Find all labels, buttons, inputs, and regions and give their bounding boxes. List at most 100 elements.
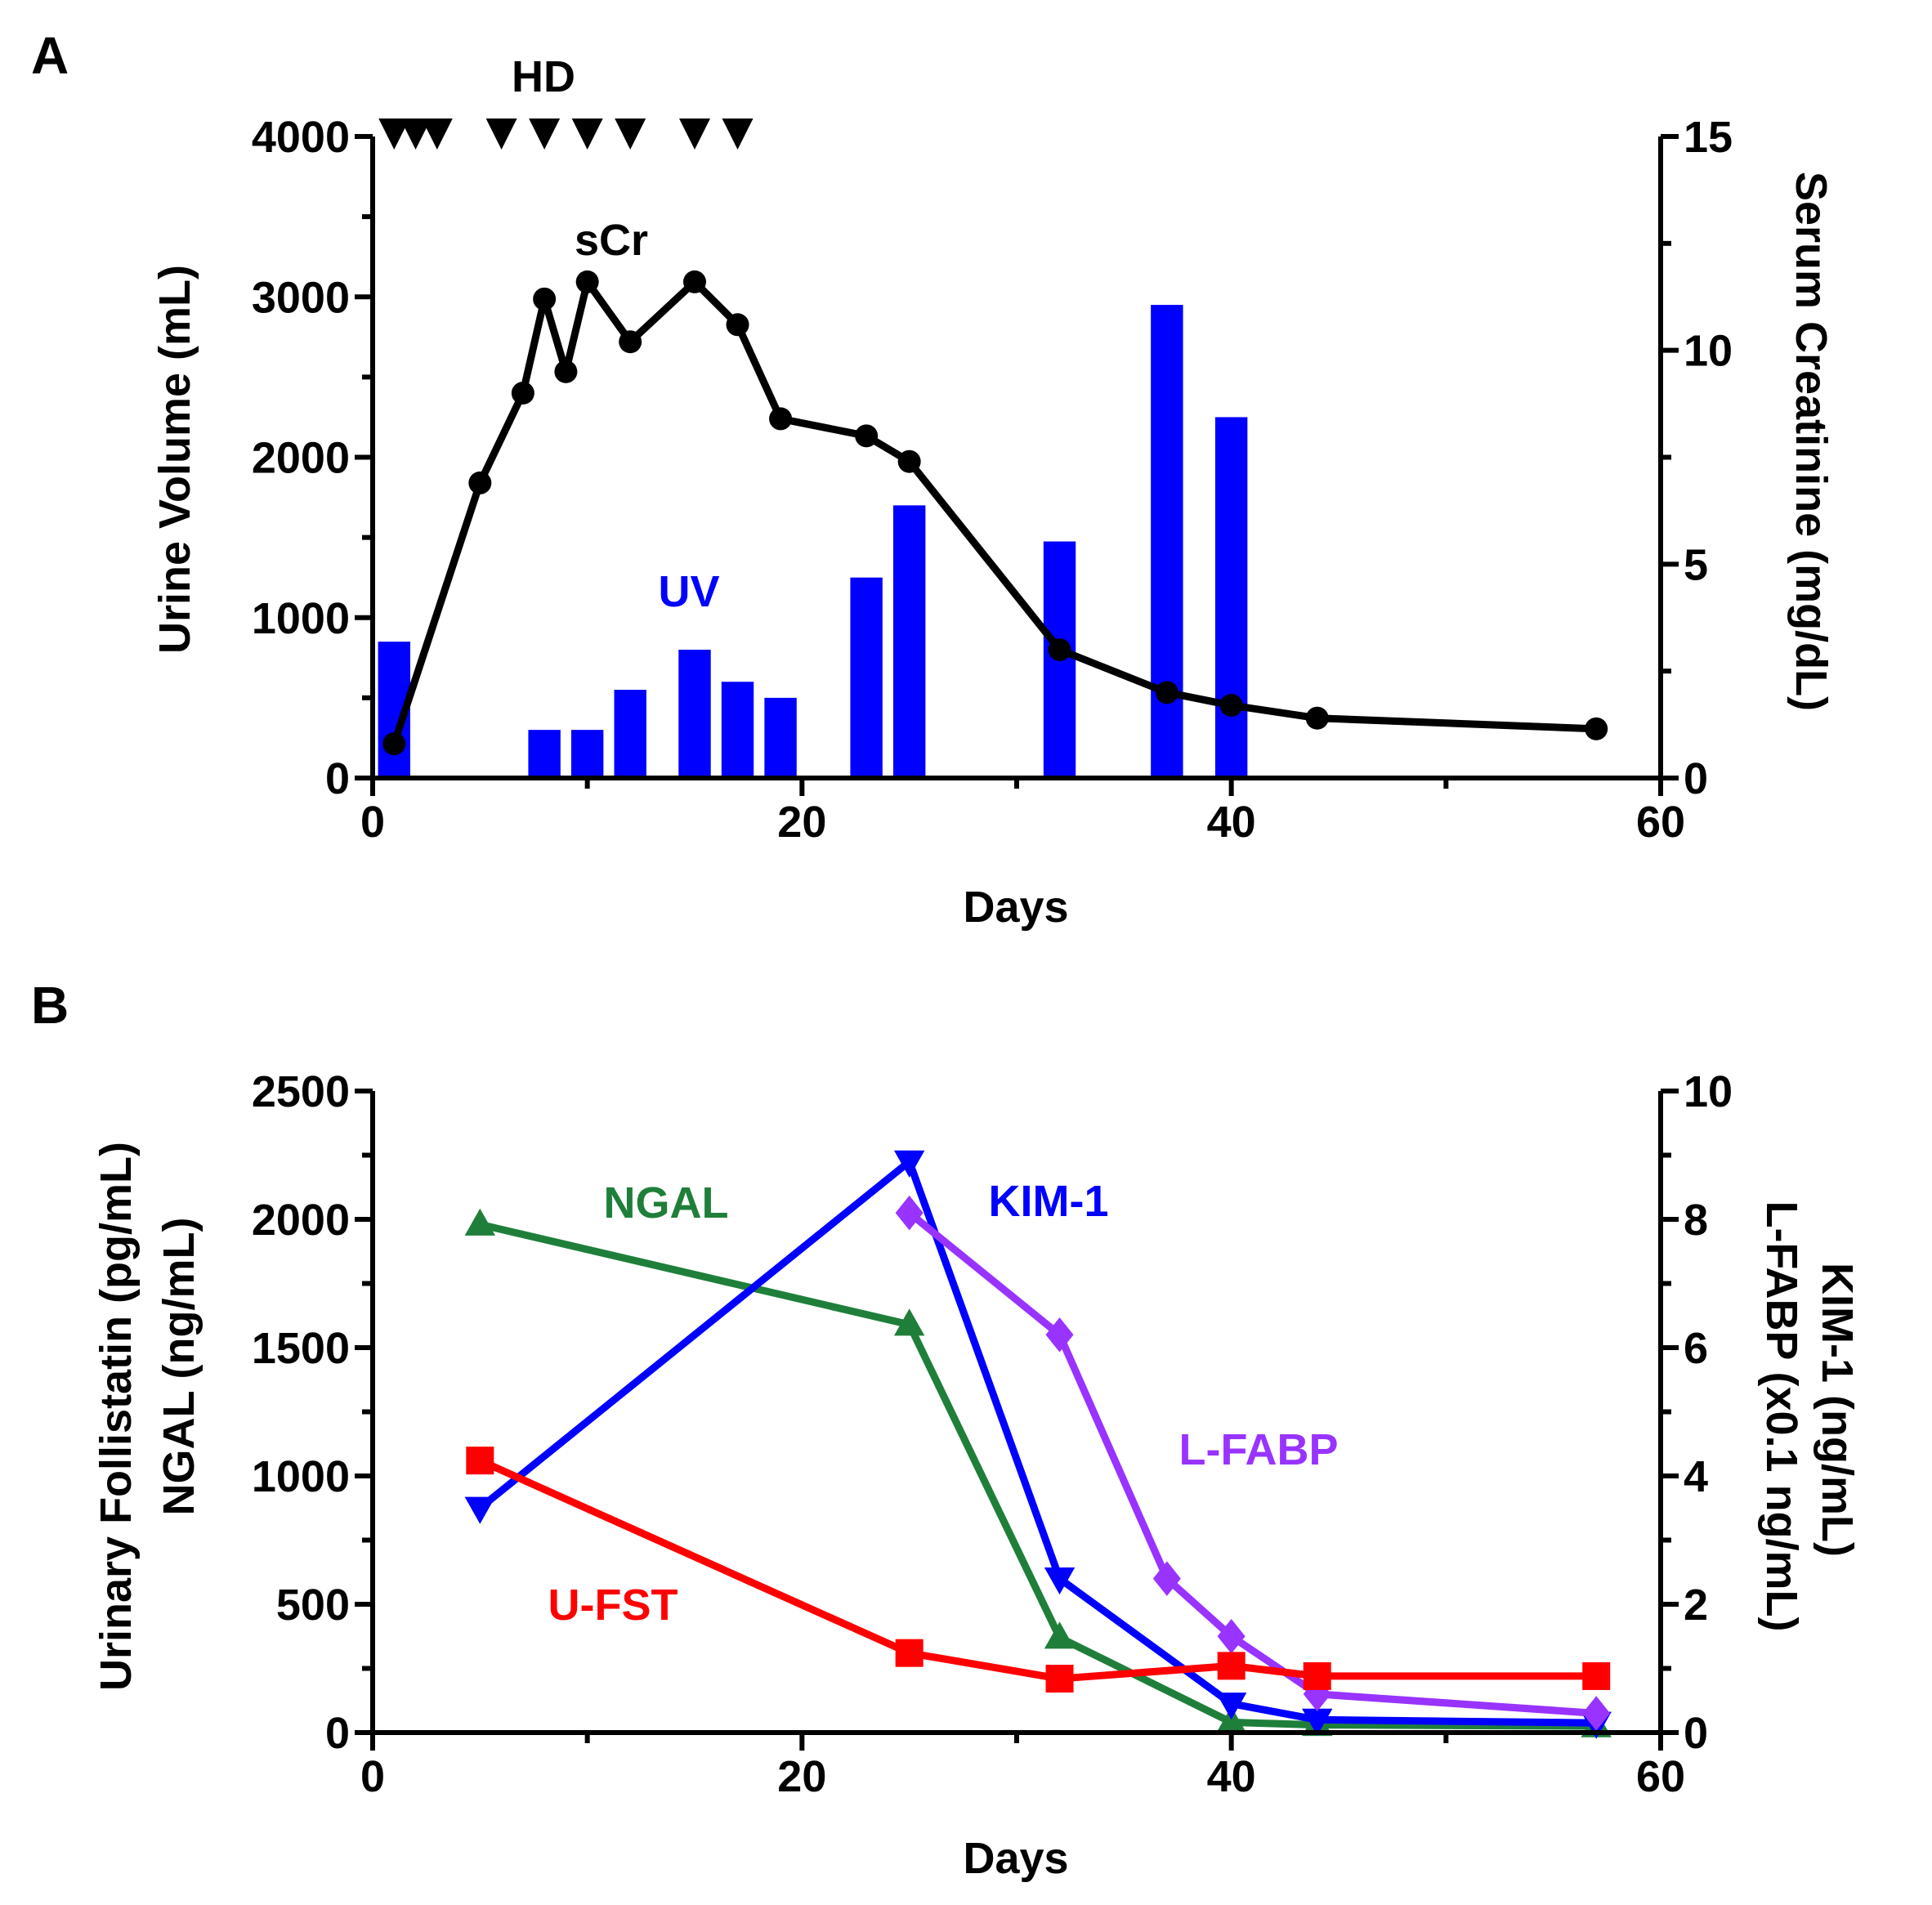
scr-point (1219, 694, 1243, 718)
panel-a-x-tick-label: 40 (1207, 798, 1256, 847)
panel-b-y-left-tick-label: 0 (325, 1709, 350, 1758)
uv-bar (528, 730, 561, 778)
lfabp-point (1045, 1317, 1074, 1353)
panel-b-y-right-title-1: KIM-1 (ng/mL) (1813, 1263, 1862, 1557)
panel-b-y-right-tick-label: 0 (1684, 1709, 1708, 1758)
kim1-series-label: KIM-1 (989, 1177, 1109, 1226)
scr-point (575, 270, 599, 293)
ufst-point (466, 1447, 494, 1475)
uv-bar (892, 505, 926, 778)
uv-bar (1151, 305, 1183, 778)
panel-a-x-tick-label: 20 (777, 798, 826, 847)
hd-marker (615, 119, 646, 150)
panel-b-label: B (31, 976, 69, 1035)
panel-a-y-left-tick-label: 2000 (252, 434, 350, 483)
ufst-line (478, 1457, 1597, 1683)
kim1-line (477, 1157, 1597, 1727)
panel-b-y-right-title-2: L-FABP (x0.1 ng/mL) (1757, 1201, 1806, 1631)
scr-point (1155, 681, 1178, 704)
scr-point (511, 382, 534, 405)
panel-a-y-right-tick-label: 0 (1684, 754, 1708, 803)
hd-markers (378, 119, 754, 150)
lfabp-point (1152, 1561, 1181, 1596)
panel-a-y-left-tick-label: 4000 (252, 113, 350, 162)
scr-point (382, 732, 406, 756)
scr-line (382, 270, 1608, 756)
panel-b-x-tick-label: 20 (777, 1752, 826, 1801)
panel-b-y-left-tick-label: 1500 (252, 1324, 350, 1373)
hd-marker (571, 119, 603, 150)
panel-b-y-left-title-1: Urinary Follistatin (pg/mL) (92, 1142, 141, 1691)
lfabp-point (1582, 1696, 1611, 1731)
ufst-point (1582, 1661, 1611, 1690)
ufst-point (1303, 1661, 1331, 1690)
scr-point (897, 449, 921, 473)
kim1-point (1215, 1693, 1247, 1720)
scr-point (619, 330, 642, 354)
panel-a-y-right-title: Serum Creatinine (mg/dL) (1787, 172, 1836, 711)
kim1-point (893, 1150, 925, 1178)
uv-bar (570, 730, 604, 778)
ufst-point (1045, 1665, 1074, 1693)
lfabp-series-label: L-FABP (1179, 1425, 1339, 1474)
hd-marker (421, 119, 453, 150)
scr-point (533, 287, 557, 311)
panel-a-y-left-tick-label: 3000 (252, 273, 350, 322)
panel-b-x-tick-label: 40 (1207, 1752, 1256, 1801)
kim1-point (1044, 1567, 1076, 1595)
panel-a-y-right-tick-label: 5 (1684, 540, 1708, 589)
panel-a-y-right-tick-label: 15 (1684, 113, 1733, 162)
panel-a-label: A (31, 26, 69, 85)
panel-b-y-right-tick-label: 4 (1684, 1452, 1708, 1501)
hd-marker (529, 119, 561, 150)
scr-point (683, 270, 706, 293)
scr-point (1585, 717, 1608, 740)
lfabp-point (895, 1195, 924, 1231)
lfabp-line (906, 1210, 1597, 1717)
panel-a-hd-label: HD (512, 52, 575, 101)
panel-a-x-tick-label: 60 (1636, 798, 1685, 847)
panel-b-y-left-tick-label: 500 (276, 1581, 350, 1630)
ufst-series-label: U-FST (548, 1581, 678, 1630)
scr-point (726, 313, 749, 337)
panel-a-y-left-tick-label: 1000 (252, 594, 350, 643)
panel-a-x-axis-title: Days (963, 883, 1068, 932)
ngal-line (479, 1220, 1597, 1730)
kim1-point (464, 1496, 496, 1524)
scr-point (769, 407, 793, 431)
panel-b-y-right-tick-label: 6 (1684, 1324, 1708, 1373)
kim1-point (1302, 1708, 1333, 1736)
panel-b-y-left-tick-label: 1000 (252, 1452, 350, 1501)
hd-marker (722, 119, 754, 150)
panel-a-y-right-tick-label: 10 (1684, 327, 1733, 376)
panel-b-y-left-tick-label: 2000 (252, 1196, 350, 1245)
panel-a-y-left-tick-label: 0 (325, 754, 350, 803)
panel-b-x-tick-label: 0 (360, 1752, 385, 1801)
uv-bar (678, 650, 711, 778)
uv-bar (764, 697, 797, 778)
lfabp-point (1217, 1619, 1246, 1654)
uv-series-label: UV (658, 567, 719, 616)
panel-b-y-right-tick-label: 2 (1684, 1581, 1708, 1630)
panel-b-series (464, 1150, 1612, 1739)
uv-bar (721, 682, 754, 778)
scr-series-line (390, 278, 1597, 745)
hd-marker (679, 119, 710, 150)
ufst-point (895, 1639, 924, 1667)
panel-a-y-left-title: Urine Volume (mL) (150, 265, 199, 654)
hd-marker (485, 119, 517, 150)
ngal-series-label: NGAL (604, 1178, 729, 1228)
uv-bar (614, 690, 646, 778)
panel-b-y-left-title-2: NGAL (ng/mL) (154, 1218, 203, 1516)
scr-series-label: sCr (575, 216, 648, 265)
panel-b-y-right-tick-label: 10 (1684, 1067, 1733, 1116)
ngal-point (464, 1208, 496, 1236)
panel-b-y-right-tick-label: 8 (1684, 1196, 1708, 1245)
uv-bar (850, 577, 883, 778)
uv-bar (1214, 417, 1248, 778)
panel-b-y-left-tick-label: 2500 (252, 1067, 350, 1116)
panel-a-x-tick-label: 0 (360, 798, 385, 847)
